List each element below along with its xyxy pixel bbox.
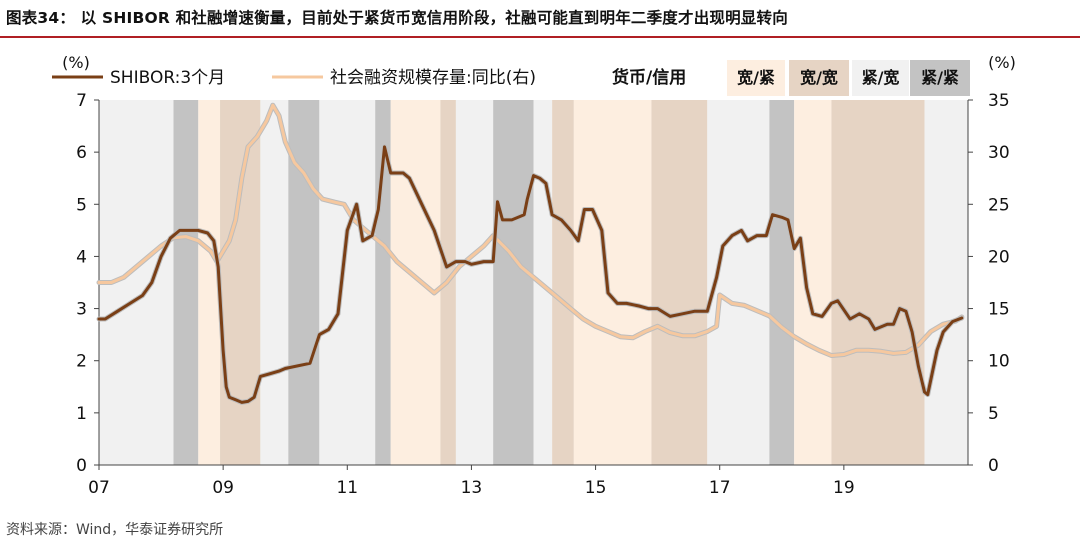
- y-left-axis-label: (%): [62, 53, 90, 72]
- x-tick-label: 17: [709, 478, 731, 498]
- legend-regime-swatch-jk: [852, 60, 909, 96]
- regime-band-20: [924, 100, 968, 465]
- legend-regime-swatch-kj: [727, 60, 785, 96]
- y-right-tick-label: 25: [988, 195, 1010, 215]
- x-tick-label: 11: [336, 478, 358, 498]
- y-right-tick-label: 35: [988, 91, 1010, 111]
- legend-regime-title: 货币/信用: [612, 67, 686, 88]
- y-right-tick-label: 30: [988, 143, 1010, 163]
- x-tick-label: 15: [585, 478, 607, 498]
- legend-regime-label-kj: 宽/紧: [737, 68, 775, 87]
- y-right-tick-label: 20: [988, 247, 1010, 267]
- legend: SHIBOR:3个月 社会融资规模存量:同比(右) 货币/信用 宽/紧 宽/宽 紧/宽 紧/…: [52, 60, 970, 96]
- x-tick-label: 09: [212, 478, 234, 498]
- legend-regime-label-jj: 紧/紧: [921, 68, 959, 87]
- x-tick-label: 13: [461, 478, 483, 498]
- y-left-tick-label: 0: [76, 456, 87, 476]
- legend-regime-swatch-kk: [789, 60, 849, 96]
- tsf-line: [97, 103, 964, 357]
- y-left-tick-label: 4: [76, 247, 87, 267]
- series-lines: [96, 102, 965, 405]
- regime-band-11: [493, 100, 534, 465]
- regime-band-8: [390, 100, 441, 465]
- legend-regime-swatch-jj: [910, 60, 970, 96]
- y-right-tick-label: 5: [988, 404, 999, 424]
- regime-band-1: [173, 100, 199, 465]
- regime-band-2: [198, 100, 221, 465]
- y-right-tick-label: 10: [988, 352, 1010, 372]
- y-right-tick-label: 0: [988, 456, 999, 476]
- regime-band-6: [319, 100, 376, 465]
- y-left-tick-label: 2: [76, 352, 87, 372]
- legend-regime-label-jk: 紧/宽: [862, 68, 900, 87]
- regime-band-3: [220, 100, 261, 465]
- regime-band-14: [573, 100, 652, 465]
- legend-regime-label-kk: 宽/宽: [800, 68, 838, 87]
- x-tick-label: 19: [833, 478, 855, 498]
- regime-band-4: [260, 100, 289, 465]
- regime-band-10: [455, 100, 494, 465]
- y-left-tick-label: 5: [76, 195, 87, 215]
- y-left-tick-label: 6: [76, 143, 87, 163]
- shibor-line: [97, 145, 964, 404]
- axes: 0 1 2 3 4 5 6 7 0 5 10 15 20 25 30 35 07 09 11 13 15 17 19 (%) (…: [62, 53, 1016, 498]
- y-right-axis-label: (%): [988, 53, 1016, 72]
- regime-band-19: [831, 100, 925, 465]
- regime-band-15: [651, 100, 708, 465]
- x-tick-label: 07: [88, 478, 110, 498]
- regime-bands: [99, 100, 968, 465]
- y-left-tick-label: 3: [76, 300, 87, 320]
- title-rule: [0, 36, 1080, 38]
- regime-band-17: [769, 100, 795, 465]
- source-note: 资料来源：Wind，华泰证券研究所: [6, 522, 224, 538]
- chart: 0 1 2 3 4 5 6 7 0 5 10 15 20 25 30 35 07 09 11 13 15 17 19 (%) (…: [52, 53, 1016, 498]
- y-right-tick-label: 15: [988, 300, 1010, 320]
- y-left-tick-label: 1: [76, 404, 87, 424]
- legend-label-shibor: SHIBOR:3个月: [110, 68, 225, 88]
- figure-title: 图表34： 以 SHIBOR 和社融增速衡量，目前处于紧货币宽信用阶段，社融可能…: [6, 9, 788, 27]
- y-left-tick-label: 7: [76, 91, 87, 111]
- regime-band-18: [794, 100, 832, 465]
- regime-band-13: [552, 100, 574, 465]
- legend-label-tsf: 社会融资规模存量:同比(右): [330, 68, 536, 88]
